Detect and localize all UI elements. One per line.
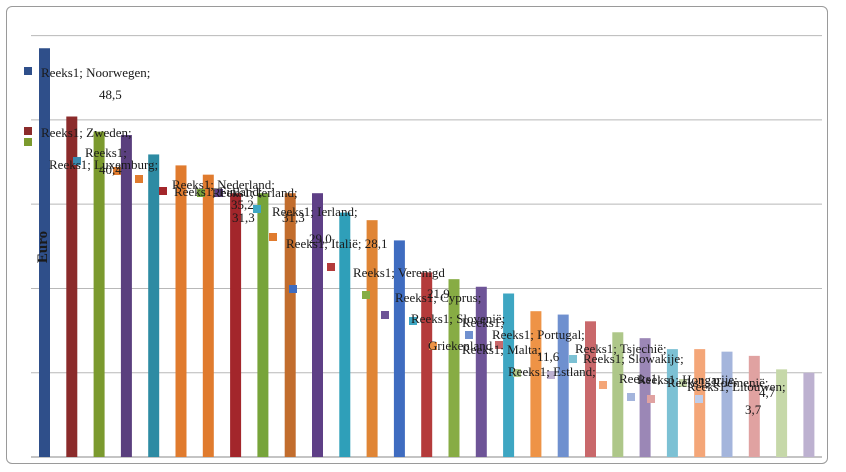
bars (39, 48, 815, 458)
data-label: 3,7 (745, 402, 762, 417)
data-label: Reeks1; (619, 371, 661, 386)
data-label: Reeks1; Portugal; (492, 327, 585, 342)
data-label: Reeks1; Verenigd (353, 265, 445, 280)
bar (339, 212, 351, 457)
legend-key (362, 291, 370, 299)
legend-key (547, 371, 555, 379)
legend-key (113, 167, 121, 175)
legend-key (513, 369, 521, 377)
bar (585, 321, 596, 457)
data-label: Reeks1; Slowakije; (583, 351, 684, 366)
label-markers (24, 67, 703, 403)
bar (803, 372, 815, 457)
legend-key (599, 381, 607, 389)
data-label: Reeks1; Tsjechië; (575, 341, 667, 356)
bar (639, 338, 651, 457)
legend-key (695, 395, 703, 403)
bar-chart: Reeks1; Noorwegen; 48,5 Reeks1; Zweden; Ree… (24, 35, 822, 458)
data-label: 35,2 (231, 197, 254, 212)
bar (175, 165, 187, 457)
legend-key (429, 342, 437, 350)
bar (312, 193, 323, 457)
data-labels: Reeks1; Noorwegen; 48,5 Reeks1; Zweden; Ree… (41, 65, 786, 417)
data-label: 11,6 (537, 349, 560, 364)
legend-key (269, 233, 277, 241)
legend-key (253, 205, 261, 213)
bar (721, 351, 733, 457)
legend-key (327, 263, 335, 271)
bar (393, 240, 405, 457)
y-axis-label: Euro (35, 231, 51, 263)
bar (120, 135, 132, 457)
legend-key (569, 355, 577, 363)
legend-key (647, 395, 655, 403)
data-label: 31,3 (232, 210, 255, 225)
data-label: Reeks1; Roemenië; (667, 375, 768, 390)
bar (666, 349, 678, 457)
legend-key (197, 189, 205, 197)
bar (448, 279, 460, 457)
legend-key (159, 187, 167, 195)
bar (475, 286, 487, 457)
legend-key (24, 138, 32, 146)
data-label: Reeks1; Cyprus; (395, 290, 481, 305)
data-label: Reeks1; Estland; (508, 364, 596, 379)
bar (612, 332, 624, 457)
data-label: Reeks1; Ierland; (272, 204, 358, 219)
legend-key (465, 331, 473, 339)
legend-key (495, 341, 503, 349)
bar (230, 193, 242, 457)
data-label: Reeks1; (462, 315, 504, 330)
bar (284, 193, 296, 457)
data-label: Reeks1; Malta; (462, 342, 541, 357)
data-label: Reeks1; Finland; (174, 184, 262, 199)
data-label: Reeks1; (85, 145, 127, 160)
data-label: Reeks1; Noorwegen; (41, 65, 150, 80)
bar (503, 293, 515, 457)
bar (776, 369, 788, 457)
data-label: 29,0 (309, 231, 332, 246)
data-label: 21,9 (427, 286, 450, 301)
legend-key (73, 157, 81, 165)
data-label: Reeks1; Hongarije; (637, 372, 738, 387)
legend-key (627, 393, 635, 401)
legend-key (679, 379, 687, 387)
bar (93, 131, 105, 457)
legend-key (289, 285, 297, 293)
bar (421, 272, 433, 457)
bar (39, 48, 50, 457)
legend-key (215, 189, 223, 197)
bar (748, 355, 760, 457)
legend-key (135, 175, 143, 183)
data-label: Reeks1; Litouwen; (687, 379, 786, 394)
data-label: 40,4 (99, 162, 122, 177)
bar (694, 349, 706, 457)
legend-key (24, 127, 32, 135)
bar (530, 311, 542, 457)
bar (66, 116, 78, 458)
data-label: Reeks1; Italië; 28,1 (286, 236, 387, 251)
legend-key (24, 67, 32, 75)
bar (366, 220, 378, 457)
data-label: Reeks1; Slovenië; (411, 311, 505, 326)
bar (202, 174, 214, 458)
data-label: Reeks1; Luxemburg; (49, 157, 158, 172)
data-label: Reeks1; Nederland; (172, 177, 275, 192)
bar (557, 314, 569, 457)
data-label: 48,5 (99, 87, 122, 102)
bar (148, 154, 160, 457)
legend-key (381, 311, 389, 319)
data-label: Reeks1; Ierland; (212, 185, 298, 200)
bar (257, 193, 269, 457)
data-label: Griekenland (428, 338, 493, 353)
chart-frame: Reeks1; Noorwegen; 48,5 Reeks1; Zweden; Ree… (6, 6, 828, 464)
data-label: Reeks1; Zweden; (41, 125, 132, 140)
data-label: 4,7 (759, 385, 776, 400)
data-label: 31,3 (282, 210, 305, 225)
legend-key (409, 317, 417, 325)
